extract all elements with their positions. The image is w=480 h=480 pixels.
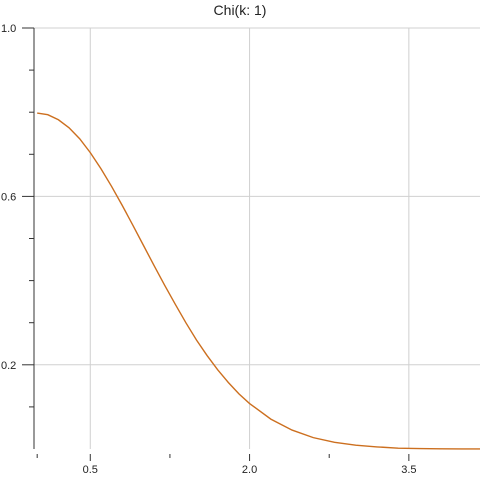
axes — [22, 27, 410, 461]
x-tick-label: 3.5 — [401, 464, 416, 476]
series-line — [37, 112, 480, 450]
y-tick-label: 1.0 — [1, 23, 16, 35]
grid — [34, 27, 480, 449]
y-tick-label: 0.2 — [1, 360, 16, 372]
chart-title: Chi(k: 1) — [214, 2, 267, 18]
series-layer — [37, 112, 480, 450]
y-tick-label: 0.6 — [1, 191, 16, 203]
x-tick-label: 0.5 — [83, 464, 98, 476]
x-tick-label: 2.0 — [242, 464, 257, 476]
tick-labels: 0.2 0.6 1.0 0.5 2.0 3.5 — [1, 23, 417, 476]
